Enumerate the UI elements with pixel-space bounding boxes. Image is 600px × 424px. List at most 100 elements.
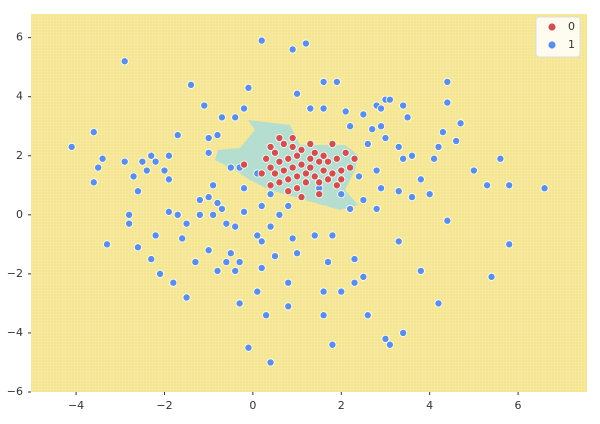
point	[270, 148, 279, 157]
point	[270, 169, 279, 178]
point	[341, 107, 350, 116]
x-tick-label: 0	[249, 399, 256, 412]
point	[310, 172, 319, 181]
y-tick-label: 6	[16, 31, 23, 44]
point	[319, 151, 328, 160]
point	[178, 234, 187, 243]
point	[156, 269, 165, 278]
point	[430, 154, 439, 163]
point	[385, 340, 394, 349]
point	[372, 204, 381, 213]
point	[235, 258, 244, 267]
point	[328, 231, 337, 240]
point	[337, 166, 346, 175]
point	[385, 95, 394, 104]
point	[377, 104, 386, 113]
point	[306, 163, 315, 172]
point	[416, 266, 425, 275]
point	[213, 198, 222, 207]
point	[315, 190, 324, 199]
point	[275, 134, 284, 143]
point	[288, 142, 297, 151]
point	[266, 181, 275, 190]
point	[399, 101, 408, 110]
point	[297, 145, 306, 154]
point	[240, 104, 249, 113]
point	[301, 169, 310, 178]
point	[443, 216, 452, 225]
point	[151, 231, 160, 240]
point	[443, 77, 452, 86]
point	[266, 358, 275, 367]
point	[399, 328, 408, 337]
point	[293, 172, 302, 181]
x-tick-label: 4	[426, 399, 433, 412]
point	[368, 125, 377, 134]
point	[443, 98, 452, 107]
y-tick-label: 2	[16, 149, 23, 162]
point	[487, 272, 496, 281]
point	[332, 77, 341, 86]
point	[209, 210, 218, 219]
point	[284, 302, 293, 311]
point	[394, 237, 403, 246]
point	[350, 278, 359, 287]
point	[293, 249, 302, 258]
point	[297, 193, 306, 202]
point	[483, 181, 492, 190]
point	[204, 246, 213, 255]
point	[399, 154, 408, 163]
point	[125, 219, 134, 228]
x-tick-label: −2	[156, 399, 172, 412]
point	[244, 343, 253, 352]
point	[456, 119, 465, 128]
point	[288, 163, 297, 172]
point	[125, 210, 134, 219]
point	[319, 311, 328, 320]
point	[262, 154, 271, 163]
point	[231, 113, 240, 122]
point	[359, 196, 368, 205]
point	[306, 104, 315, 113]
point	[164, 151, 173, 160]
point	[129, 172, 138, 181]
point	[120, 157, 129, 166]
point	[98, 154, 107, 163]
point	[240, 207, 249, 216]
point	[133, 243, 142, 252]
point	[195, 210, 204, 219]
point	[407, 151, 416, 160]
point	[266, 163, 275, 172]
point	[452, 136, 461, 145]
legend-box	[535, 16, 581, 58]
point	[204, 193, 213, 202]
point	[270, 252, 279, 261]
point	[328, 169, 337, 178]
point	[142, 166, 151, 175]
point	[257, 169, 266, 178]
point	[217, 204, 226, 213]
point	[213, 266, 222, 275]
point	[186, 80, 195, 89]
point	[204, 134, 213, 143]
point	[350, 154, 359, 163]
y-tick-label: 4	[16, 90, 23, 103]
point	[293, 89, 302, 98]
point	[284, 175, 293, 184]
point	[262, 311, 271, 320]
point	[363, 139, 372, 148]
point	[103, 240, 112, 249]
point	[377, 184, 386, 193]
point	[403, 113, 412, 122]
point	[244, 83, 253, 92]
point	[288, 134, 297, 143]
point	[182, 219, 191, 228]
point	[469, 166, 478, 175]
plot-area	[31, 14, 587, 392]
point	[363, 311, 372, 320]
point	[394, 142, 403, 151]
points	[67, 36, 549, 367]
point	[279, 166, 288, 175]
point	[257, 263, 266, 272]
